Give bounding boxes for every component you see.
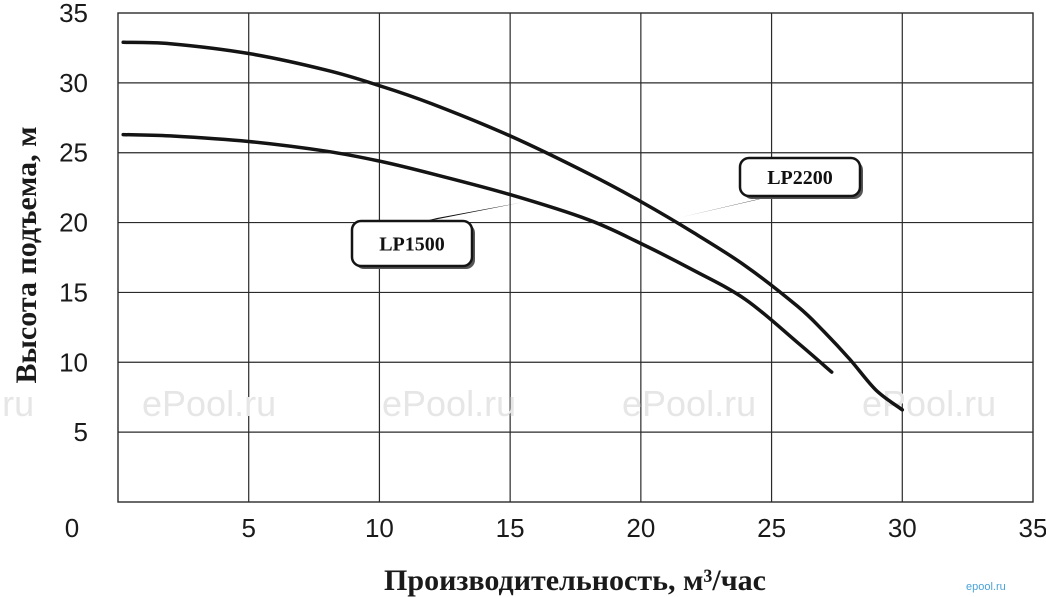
x-axis-title: Производительность, м³/час (384, 564, 766, 597)
watermark-layer: ePool.ru ePool.ru ePool.ru ePool.ru ePool.ru (0, 383, 996, 424)
x-tick-label: 10 (365, 513, 394, 543)
y-tick-label: 30 (59, 68, 88, 98)
callout-leader-lp1500 (413, 202, 524, 224)
plot-frame (117, 12, 1034, 503)
y-tick-label: 10 (59, 347, 88, 377)
x-tick-label: 35 (1019, 513, 1046, 543)
grid-lines (117, 12, 1034, 503)
x-tick-label: 5 (241, 513, 255, 543)
callout-label-lp1500: LP1500 (379, 234, 445, 256)
watermark-text: ePool.ru (142, 383, 276, 424)
y-tick-label: 25 (59, 138, 88, 168)
callout-box-lp1500 (350, 219, 474, 268)
x-tick-label: 15 (496, 513, 525, 543)
tick-labels: 5 10 15 20 25 30 35 5 10 15 20 25 30 35 (59, 0, 1046, 543)
callout-label-lp2200: LP2200 (767, 167, 833, 189)
y-tick-label: 20 (59, 208, 88, 238)
y-tick-label: 35 (59, 0, 88, 28)
series-line-lp1500 (121, 132, 834, 374)
y-tick-label: 15 (59, 277, 88, 307)
y-axis-title: Высота подъема, м (10, 126, 43, 383)
series-layer (121, 40, 905, 412)
origin-label: 0 (65, 513, 79, 543)
y-tick-label: 5 (74, 417, 88, 447)
watermark-text: ePool.ru (862, 383, 996, 424)
callout-leader-lp2200 (682, 194, 780, 217)
callout-layer: LP2200 LP1500 (350, 156, 863, 269)
x-tick-label: 30 (888, 513, 917, 543)
watermark-text: ePool.ru (382, 383, 516, 424)
watermark-text: ePool.ru (0, 383, 34, 424)
x-tick-label: 20 (626, 513, 655, 543)
corner-watermark: epool.ru (966, 581, 1006, 593)
series-line-lp2200 (121, 40, 905, 412)
watermark-text: ePool.ru (622, 383, 756, 424)
callout-box-lp2200 (738, 156, 862, 198)
x-tick-label: 25 (757, 513, 786, 543)
